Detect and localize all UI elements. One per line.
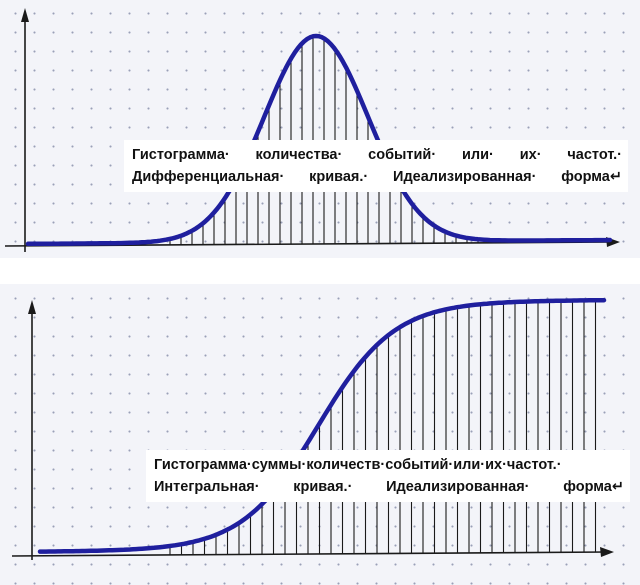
top-caption: Гистограмма· количества· событий· или· и… <box>124 140 628 192</box>
bottom-caption: Гистограмма·суммы·количеств·событий·или·… <box>146 450 630 502</box>
top-caption-line-2: Дифференциальная· кривая.· Идеализирован… <box>132 169 622 185</box>
bottom-integral-curve <box>37 297 607 554</box>
bottom-x-arrow <box>600 547 614 557</box>
bottom-histogram-bars <box>169 302 597 555</box>
bottom-axes <box>11 300 614 560</box>
bottom-caption-line-1: Гистограмма·суммы·количеств·событий·или·… <box>154 457 562 473</box>
panel-separator <box>0 258 640 284</box>
top-caption-line-1: Гистограмма· количества· событий· или· и… <box>132 147 622 163</box>
bottom-y-arrow <box>28 300 36 314</box>
top-differential-curve <box>25 33 613 247</box>
top-y-arrow <box>21 8 29 22</box>
bottom-caption-line-2: Интегральная· кривая.· Идеализированная·… <box>154 479 624 495</box>
bottom-x-axis <box>11 551 609 557</box>
